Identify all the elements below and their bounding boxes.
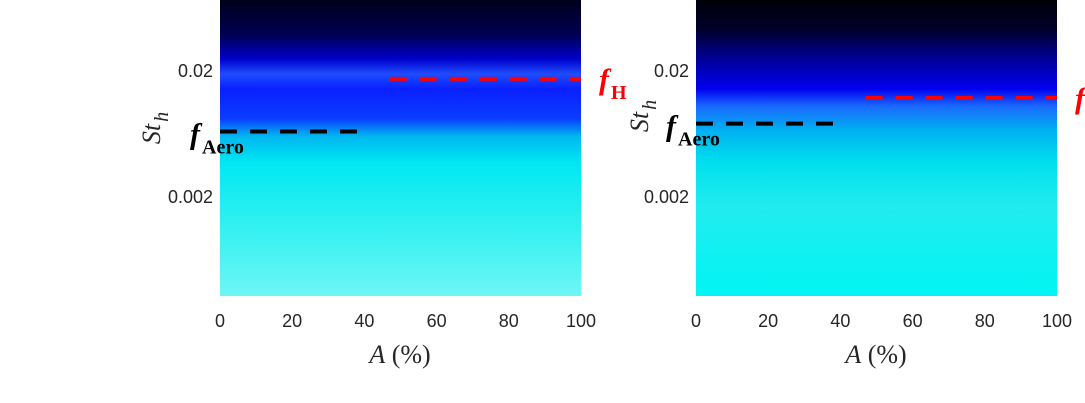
y-axis-label-right: Sth bbox=[625, 100, 661, 132]
x-tick-label: 100 bbox=[1042, 311, 1072, 331]
x-tick-label: 80 bbox=[499, 311, 519, 331]
x-tick-label: 60 bbox=[903, 311, 923, 331]
y-tick-label: 0.02 bbox=[178, 61, 213, 81]
x-tick-label: 40 bbox=[354, 311, 374, 331]
y-tick-label: 0.02 bbox=[654, 61, 689, 81]
heatmap-panel-left: 0.02 0.002 0 20 40 60 80 100 A (%) Sth f Aerof… bbox=[137, 0, 627, 369]
reference-line-label: f bbox=[1075, 82, 1085, 115]
marker-subscript: H bbox=[611, 82, 627, 104]
x-tick-labels-left: 0 20 40 60 80 100 bbox=[215, 311, 596, 331]
x-tick-label: 100 bbox=[566, 311, 596, 331]
y-axis-label-left: Sth bbox=[137, 112, 173, 144]
reference-line-label: f Aero bbox=[666, 110, 720, 151]
x-axis-label-left: A (%) bbox=[367, 340, 430, 369]
marker-subscript: Aero bbox=[678, 129, 720, 151]
x-tick-label: 60 bbox=[427, 311, 447, 331]
x-tick-label: 40 bbox=[830, 311, 850, 331]
heatmap-surface-right bbox=[696, 0, 1057, 296]
y-tick-label: 0.002 bbox=[168, 187, 213, 207]
x-tick-label: 80 bbox=[975, 311, 995, 331]
heatmap-surface-left bbox=[220, 0, 581, 296]
marker-symbol: f bbox=[599, 63, 612, 96]
marker-subscript: Aero bbox=[202, 137, 244, 159]
y-tick-label: 0.002 bbox=[644, 187, 689, 207]
x-axis-label-right: A (%) bbox=[843, 340, 906, 369]
marker-symbol: f bbox=[666, 110, 679, 143]
x-tick-label: 20 bbox=[758, 311, 778, 331]
x-tick-label: 0 bbox=[215, 311, 225, 331]
x-tick-labels-right: 0 20 40 60 80 100 bbox=[691, 311, 1072, 331]
reference-line-label: f Aero bbox=[190, 118, 244, 159]
x-tick-label: 20 bbox=[282, 311, 302, 331]
marker-symbol: f bbox=[190, 118, 203, 151]
x-tick-label: 0 bbox=[691, 311, 701, 331]
marker-symbol: f bbox=[1075, 82, 1085, 115]
